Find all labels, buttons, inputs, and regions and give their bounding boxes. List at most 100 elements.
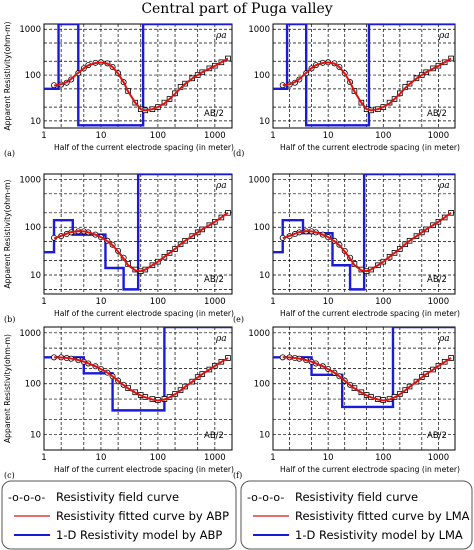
plot-area [273, 24, 455, 127]
y-tick-label: 1000 [19, 25, 41, 35]
ab2-annotation: AB/2 [427, 275, 447, 285]
legend-label: Resistivity field curve [56, 490, 179, 504]
legend-label: Resistivity fitted curve by LMA [295, 509, 470, 523]
fitted-series-line [53, 57, 229, 112]
ab2-annotation: AB/2 [204, 109, 224, 119]
x-tick-label: 100 [375, 453, 391, 463]
x-axis-label: Half of the current electrode spacing (i… [280, 143, 460, 152]
panel-label: (d) [233, 149, 244, 158]
plot-area [44, 24, 232, 127]
panel-label: (c) [4, 471, 15, 480]
y-axis-label: Apparent Resistivity(ohm-m) [3, 334, 12, 443]
x-axis-label: Half of the current electrode spacing (i… [54, 143, 234, 152]
plot-frame [43, 23, 233, 129]
legend-label: Resistivity fitted curve by ABP [56, 509, 229, 523]
x-tick-label: 1 [270, 131, 275, 141]
x-tick-label: 1 [270, 453, 275, 463]
rho-a-annotation: ρa [438, 334, 450, 344]
panel-label: (b) [4, 315, 15, 324]
x-axis-label: Half of the current electrode spacing (i… [280, 465, 460, 474]
panel-label: (f) [233, 471, 242, 480]
y-tick-label: 100 [254, 71, 270, 81]
plot-frame [43, 326, 233, 451]
x-tick-label: 1000 [428, 131, 450, 141]
x-tick-label: 1000 [204, 453, 226, 463]
y-tick-label: 1000 [19, 175, 41, 185]
x-tick-label: 1 [270, 297, 275, 307]
ab2-annotation: AB/2 [204, 431, 224, 441]
x-tick-label: 10 [323, 131, 334, 141]
x-tick-label: 1000 [204, 131, 226, 141]
plot-area [44, 327, 232, 412]
x-tick-label: 10 [96, 297, 107, 307]
grid [44, 327, 232, 450]
x-tick-label: 100 [150, 131, 166, 141]
model-series-line [44, 327, 232, 412]
fitted-series-line [282, 57, 452, 112]
grid [273, 327, 455, 450]
panel-label: (a) [4, 149, 15, 158]
y-tick-label: 10 [259, 271, 270, 281]
legend-box: -o-o-o- Resistivity field curve Resistivit… [240, 480, 473, 550]
y-tick-label: 100 [25, 223, 41, 233]
legend-symbol-text: -o-o-o- [247, 491, 284, 504]
field-data-point [448, 210, 454, 216]
legend-label: 1-D Resistivity model by LMA [295, 528, 463, 542]
plot-frame [272, 23, 456, 129]
rho-a-annotation: ρa [438, 31, 450, 41]
rho-a-annotation: ρa [215, 31, 227, 41]
rho-a-annotation: ρa [215, 334, 227, 344]
y-tick-label: 10 [259, 117, 270, 127]
y-tick-label: 100 [25, 71, 41, 81]
fitted-series-line [54, 356, 229, 402]
x-tick-label: 10 [323, 453, 334, 463]
y-tick-label: 1000 [19, 329, 41, 339]
legend-symbol-text: -o-o-o- [8, 491, 45, 504]
rho-a-annotation: ρa [438, 181, 450, 191]
panel-label: (e) [233, 315, 244, 324]
y-tick-label: 10 [30, 117, 41, 127]
y-tick-label: 1000 [248, 25, 270, 35]
x-tick-label: 100 [150, 453, 166, 463]
fitted-series-line [53, 212, 229, 273]
x-tick-label: 100 [375, 131, 391, 141]
plot-area [273, 174, 455, 291]
legend-frame [240, 480, 473, 550]
x-tick-label: 1 [41, 453, 46, 463]
legends: -o-o-o- Resistivity field curve Resistivit… [1, 480, 473, 550]
ab2-annotation: AB/2 [427, 431, 447, 441]
y-tick-label: 10 [259, 431, 270, 441]
plot-area [44, 174, 232, 291]
x-axis-label: Half of the current electrode spacing (i… [54, 309, 234, 318]
y-tick-label: 1000 [248, 329, 270, 339]
legend-label: 1-D Resistivity model by ABP [56, 528, 222, 542]
field-data-point [225, 210, 231, 216]
x-axis-label: Half of the current electrode spacing (i… [54, 465, 234, 474]
x-tick-label: 1000 [428, 453, 450, 463]
y-tick-label: 1000 [248, 175, 270, 185]
x-tick-label: 1000 [428, 297, 450, 307]
x-tick-label: 1 [41, 297, 46, 307]
plot-area [273, 327, 455, 409]
legend-label: Resistivity field curve [295, 490, 418, 504]
legend-frame [1, 480, 237, 550]
fitted-series-line [282, 356, 452, 402]
rho-a-annotation: ρa [215, 181, 227, 191]
x-tick-label: 100 [150, 297, 166, 307]
y-tick-label: 10 [30, 271, 41, 281]
y-tick-label: 100 [254, 223, 270, 233]
y-axis-label: Apparent Resistivity(ohm-m) [3, 179, 12, 288]
ab2-annotation: AB/2 [427, 109, 447, 119]
x-axis-label: Half of the current electrode spacing (i… [280, 309, 460, 318]
x-tick-label: 100 [375, 297, 391, 307]
plot-frame [272, 326, 456, 451]
legend-box: -o-o-o- Resistivity field curve Resistivit… [1, 480, 237, 550]
fitted-series-line [282, 212, 452, 273]
